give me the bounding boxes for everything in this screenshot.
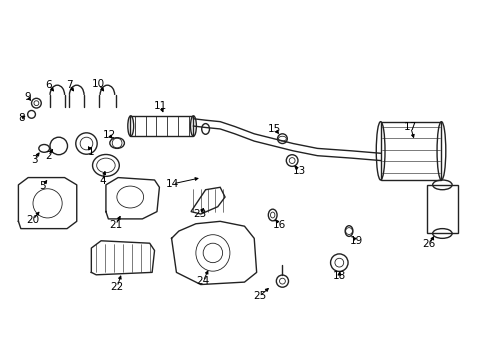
Bar [380, 122, 441, 180]
Text: 19: 19 [349, 236, 362, 246]
Text: 12: 12 [102, 130, 116, 140]
Text: 16: 16 [272, 220, 285, 230]
Bar [130, 116, 193, 136]
Text: 4: 4 [99, 176, 105, 186]
Text: 9: 9 [25, 93, 31, 102]
Text: 3: 3 [31, 154, 38, 165]
Text: 26: 26 [422, 239, 435, 249]
Text: 2: 2 [45, 151, 51, 161]
Text: 8: 8 [19, 113, 25, 123]
Text: 13: 13 [292, 166, 305, 176]
Text: 7: 7 [66, 80, 73, 90]
Text: 18: 18 [332, 271, 345, 281]
Text: 24: 24 [196, 276, 209, 286]
Text: 10: 10 [92, 79, 105, 89]
Polygon shape [191, 187, 224, 214]
Text: 5: 5 [40, 181, 46, 191]
Bar [426, 185, 458, 234]
Text: 14: 14 [165, 179, 179, 189]
Text: 21: 21 [109, 220, 122, 230]
Text: 6: 6 [46, 80, 52, 90]
Text: 15: 15 [267, 124, 281, 134]
Text: 11: 11 [154, 101, 167, 111]
Text: 20: 20 [26, 215, 40, 225]
Text: 22: 22 [110, 282, 123, 292]
Text: 17: 17 [404, 122, 417, 132]
Text: 23: 23 [193, 209, 206, 219]
Text: 25: 25 [253, 291, 266, 301]
Text: 1: 1 [88, 147, 95, 157]
